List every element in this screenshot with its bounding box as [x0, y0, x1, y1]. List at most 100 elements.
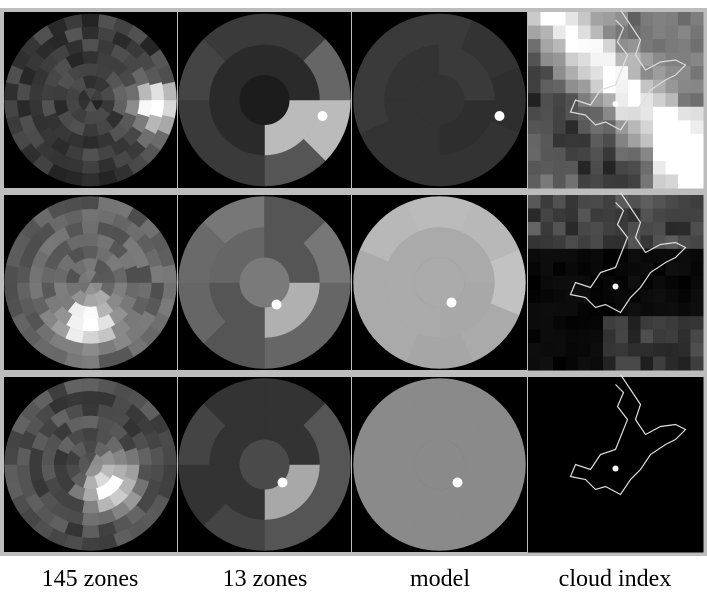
cloud-cell [653, 39, 666, 53]
cloud-cell [566, 316, 579, 330]
cloud-cell [528, 404, 541, 418]
cloud-cell [578, 53, 591, 67]
cloud-cell [578, 12, 591, 26]
cloud-cell [553, 195, 566, 209]
cloud-cell [678, 161, 691, 175]
cloud-cell [541, 357, 554, 371]
cloud-cell [628, 525, 641, 539]
cloud-cell [541, 471, 554, 485]
cloud-cell [653, 539, 666, 553]
cloud-cell [541, 444, 554, 458]
cloud-cell [553, 276, 566, 290]
zone [82, 319, 99, 332]
cloud-cell [578, 316, 591, 330]
zone [82, 136, 99, 149]
zone [138, 447, 152, 464]
cloud-cell [616, 161, 629, 175]
cloud-cell [591, 222, 604, 236]
cloud-cell [541, 66, 554, 80]
cloud-cell [653, 289, 666, 303]
cloud-cell [678, 471, 691, 485]
cloud-cell [591, 431, 604, 445]
caption: 13 zones [223, 566, 308, 592]
cloud-cell [616, 330, 629, 344]
panel-grid [4, 10, 704, 553]
cloud-cell [691, 498, 704, 512]
cloud-cell [628, 249, 641, 263]
cloud-cell [666, 208, 679, 222]
cloud-cell [591, 539, 604, 553]
cloud-cell [628, 222, 641, 236]
cloud-cell [641, 377, 654, 391]
cloud-cell [591, 330, 604, 344]
cloud-cell [541, 161, 554, 175]
cloud-cell [566, 498, 579, 512]
cloud-cell [641, 357, 654, 371]
zone [82, 39, 99, 52]
cloud-cell [528, 80, 541, 94]
cloud-cell [603, 471, 616, 485]
cloud-cell [641, 485, 654, 499]
cloud-cell [653, 222, 666, 236]
cloud-cell [653, 66, 666, 80]
cloud-cell [591, 66, 604, 80]
zone [150, 447, 164, 465]
cloud-cell [528, 93, 541, 107]
cloud-cell [528, 262, 541, 276]
cloud-cell [603, 134, 616, 148]
cloud-cell [641, 431, 654, 445]
cloud-cell [678, 498, 691, 512]
cloud-cell [691, 444, 704, 458]
cloud-cell [553, 53, 566, 67]
cloud-cell [591, 417, 604, 431]
cloud-cell [666, 262, 679, 276]
cloud-cell [616, 357, 629, 371]
cloud-cell [641, 512, 654, 526]
zone [150, 265, 164, 283]
cloud-cell [578, 417, 591, 431]
cloud-cell [528, 53, 541, 67]
zone [82, 196, 100, 209]
cloud-cell [641, 444, 654, 458]
zone [17, 100, 31, 118]
cloud-cell [528, 390, 541, 404]
cloud-cell [603, 289, 616, 303]
cloud-cell [528, 498, 541, 512]
cloud-cell [691, 431, 704, 445]
cloud-cell [666, 222, 679, 236]
cloud-cell [528, 66, 541, 80]
cloud-cell [666, 276, 679, 290]
cloud-cell [691, 262, 704, 276]
cloud-cell [603, 512, 616, 526]
cloud-cell [678, 107, 691, 121]
cloud-cell [653, 498, 666, 512]
cloud-cell [603, 357, 616, 371]
center-zone [240, 75, 290, 125]
cloud-cell [603, 195, 616, 209]
cloud-cell [666, 444, 679, 458]
cloud-cell [528, 431, 541, 445]
cloud-cell [616, 107, 629, 121]
cloud-cell [691, 343, 704, 357]
cloud-cell [566, 53, 579, 67]
cloud-cell [553, 120, 566, 134]
cloud-cell [591, 444, 604, 458]
cloud-cell [641, 208, 654, 222]
cloud-cell [641, 66, 654, 80]
cloud-cell [566, 39, 579, 53]
cloud-cell [591, 53, 604, 67]
cloud-cell [678, 195, 691, 209]
zone [82, 233, 99, 246]
cloud-cell [553, 80, 566, 94]
cloud-cell [691, 471, 704, 485]
cloud-cell [541, 343, 554, 357]
cloud-cell [553, 222, 566, 236]
cloud-cell [566, 525, 579, 539]
zone [163, 465, 177, 483]
cloud-cell [578, 343, 591, 357]
cloud-cell [691, 134, 704, 148]
cloud-cell [691, 53, 704, 67]
cloud-cell [603, 161, 616, 175]
sun-dot [318, 111, 328, 121]
cloud-cell [528, 539, 541, 553]
